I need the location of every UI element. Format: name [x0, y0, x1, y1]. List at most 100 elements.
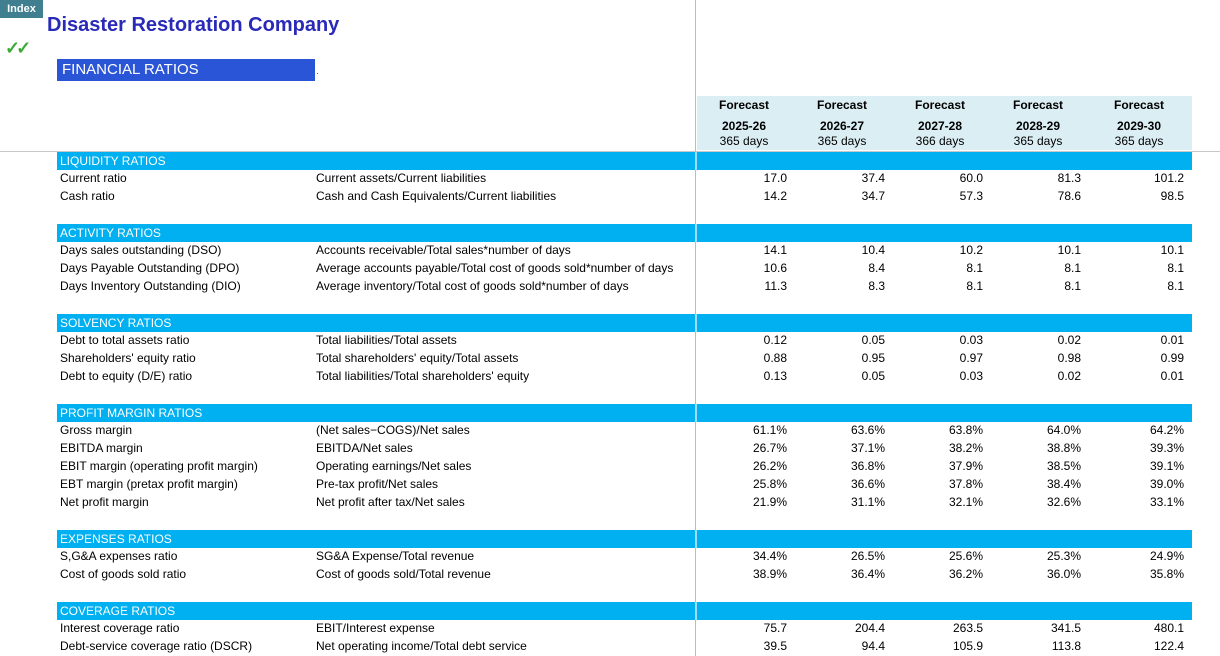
ratio-value: 78.6 — [1057, 189, 1081, 203]
ratio-value: 14.1 — [763, 243, 787, 257]
ratio-value: 0.88 — [763, 351, 787, 365]
ratio-value: 17.0 — [763, 171, 787, 185]
ratio-value: 0.97 — [959, 351, 983, 365]
ratio-value: 33.1% — [1149, 495, 1184, 509]
ratio-value: 8.1 — [966, 261, 983, 275]
column-header-days: 365 days — [1114, 134, 1164, 148]
ratio-value: 101.2 — [1153, 171, 1184, 185]
ratio-value: 38.4% — [1046, 477, 1081, 491]
ratio-value: 34.7 — [861, 189, 885, 203]
table-row: Net profit margin Net profit after tax/Ne… — [0, 494, 1220, 512]
ratio-value: 0.02 — [1057, 333, 1081, 347]
ratio-formula: Average inventory/Total cost of goods so… — [316, 279, 629, 293]
ratio-value: 8.1 — [1064, 261, 1081, 275]
ratio-value: 0.98 — [1057, 351, 1081, 365]
ratio-value: 10.1 — [1160, 243, 1184, 257]
table-row: Days sales outstanding (DSO) Accounts rec… — [0, 242, 1220, 260]
section-title: COVERAGE RATIOS — [60, 604, 176, 618]
section-title: PROFIT MARGIN RATIOS — [60, 406, 203, 420]
ratio-value: 37.1% — [850, 441, 885, 455]
ratio-value: 24.9% — [1149, 549, 1184, 563]
section-title: EXPENSES RATIOS — [60, 532, 172, 546]
ratio-value: 26.5% — [850, 549, 885, 563]
ratio-value: 0.01 — [1160, 333, 1184, 347]
ratio-value: 81.3 — [1057, 171, 1081, 185]
ratio-formula: SG&A Expense/Total revenue — [316, 549, 475, 563]
ratio-label: Cost of goods sold ratio — [60, 567, 187, 581]
ratio-value: 63.6% — [850, 423, 885, 437]
ratio-value: 98.5 — [1160, 189, 1184, 203]
ratio-label: Net profit margin — [60, 495, 149, 509]
ratio-value: 0.03 — [959, 369, 983, 383]
ratio-value: 36.8% — [850, 459, 885, 473]
ratio-label: Gross margin — [60, 423, 133, 437]
ratio-value: 38.2% — [948, 441, 983, 455]
table-row: Debt to equity (D/E) ratio Total liabilit… — [0, 368, 1220, 386]
column-header-band — [697, 96, 1192, 150]
section-title: LIQUIDITY RATIOS — [60, 154, 166, 168]
table-row: Cash ratio Cash and Cash Equivalents/Curr… — [0, 188, 1220, 206]
ratio-value: 0.05 — [861, 333, 885, 347]
ratio-value: 8.1 — [966, 279, 983, 293]
table-row: Cost of goods sold ratio Cost of goods so… — [0, 566, 1220, 584]
ratio-value: 39.0% — [1149, 477, 1184, 491]
table-row: EBIT margin (operating profit margin) Ope… — [0, 458, 1220, 476]
table-row: Shareholders' equity ratio Total sharehol… — [0, 350, 1220, 368]
ratio-value: 11.3 — [764, 279, 787, 293]
ratio-label: Cash ratio — [60, 189, 115, 203]
ratio-value: 341.5 — [1050, 621, 1081, 635]
ratio-formula: Accounts receivable/Total sales*number o… — [316, 243, 571, 257]
ratio-value: 57.3 — [959, 189, 983, 203]
ratio-value: 39.5 — [763, 639, 787, 653]
ratio-value: 38.5% — [1046, 459, 1081, 473]
column-header: Forecast 2026-27 365 days — [793, 96, 891, 149]
section-divider — [695, 152, 697, 170]
table-row: Current ratio Current assets/Current liab… — [0, 170, 1220, 188]
ratio-value: 8.1 — [1167, 261, 1184, 275]
ratio-value: 0.03 — [959, 333, 983, 347]
ratio-value: 8.1 — [1064, 279, 1081, 293]
column-header-year: 2025-26 — [721, 119, 767, 133]
table-row: S,G&A expenses ratio SG&A Expense/Total r… — [0, 548, 1220, 566]
page-title: FINANCIAL RATIOS — [57, 59, 315, 81]
ratio-value: 60.0 — [959, 171, 983, 185]
ratio-value: 113.8 — [1051, 639, 1081, 653]
ratio-value: 122.4 — [1153, 639, 1184, 653]
column-header-days: 365 days — [719, 134, 769, 148]
ratio-value: 61.1% — [752, 423, 787, 437]
ratio-value: 39.1% — [1149, 459, 1184, 473]
ratio-label: Days Inventory Outstanding (DIO) — [60, 279, 241, 293]
ratio-formula: EBITDA/Net sales — [316, 441, 413, 455]
ratio-label: Shareholders' equity ratio — [60, 351, 196, 365]
ratio-value: 10.2 — [959, 243, 983, 257]
table-row: Days Payable Outstanding (DPO) Average ac… — [0, 260, 1220, 278]
ratio-value: 25.8% — [752, 477, 787, 491]
ratio-value: 63.8% — [948, 423, 983, 437]
ratio-value: 0.05 — [861, 369, 885, 383]
ratio-value: 64.0% — [1046, 423, 1081, 437]
ratio-value: 25.6% — [948, 549, 983, 563]
ratio-label: EBIT margin (operating profit margin) — [60, 459, 258, 473]
ratio-formula: Total liabilities/Total assets — [316, 333, 457, 347]
ratio-value: 38.8% — [1046, 441, 1081, 455]
column-header-forecast: Forecast — [816, 98, 868, 112]
ratio-label: Current ratio — [60, 171, 127, 185]
column-header-days: 365 days — [817, 134, 867, 148]
ratio-value: 0.99 — [1160, 351, 1184, 365]
column-header-forecast: Forecast — [1113, 98, 1165, 112]
ratio-value: 10.6 — [763, 261, 787, 275]
column-header-year: 2029-30 — [1116, 119, 1162, 133]
index-tab-button[interactable]: Index — [0, 0, 43, 18]
section-header: LIQUIDITY RATIOS — [57, 152, 1192, 170]
ratio-formula: Total liabilities/Total shareholders' eq… — [316, 369, 530, 383]
section-divider — [695, 314, 697, 332]
section-header: ACTIVITY RATIOS — [57, 224, 1192, 242]
section-divider — [695, 530, 697, 548]
ratio-value: 10.1 — [1057, 243, 1081, 257]
ratio-formula: Operating earnings/Net sales — [316, 459, 472, 473]
column-header: Forecast 2028-29 365 days — [989, 96, 1087, 149]
ratio-value: 75.7 — [763, 621, 787, 635]
ratio-value: 480.1 — [1153, 621, 1184, 635]
ratio-value: 31.1% — [850, 495, 885, 509]
column-header-year: 2026-27 — [819, 119, 865, 133]
